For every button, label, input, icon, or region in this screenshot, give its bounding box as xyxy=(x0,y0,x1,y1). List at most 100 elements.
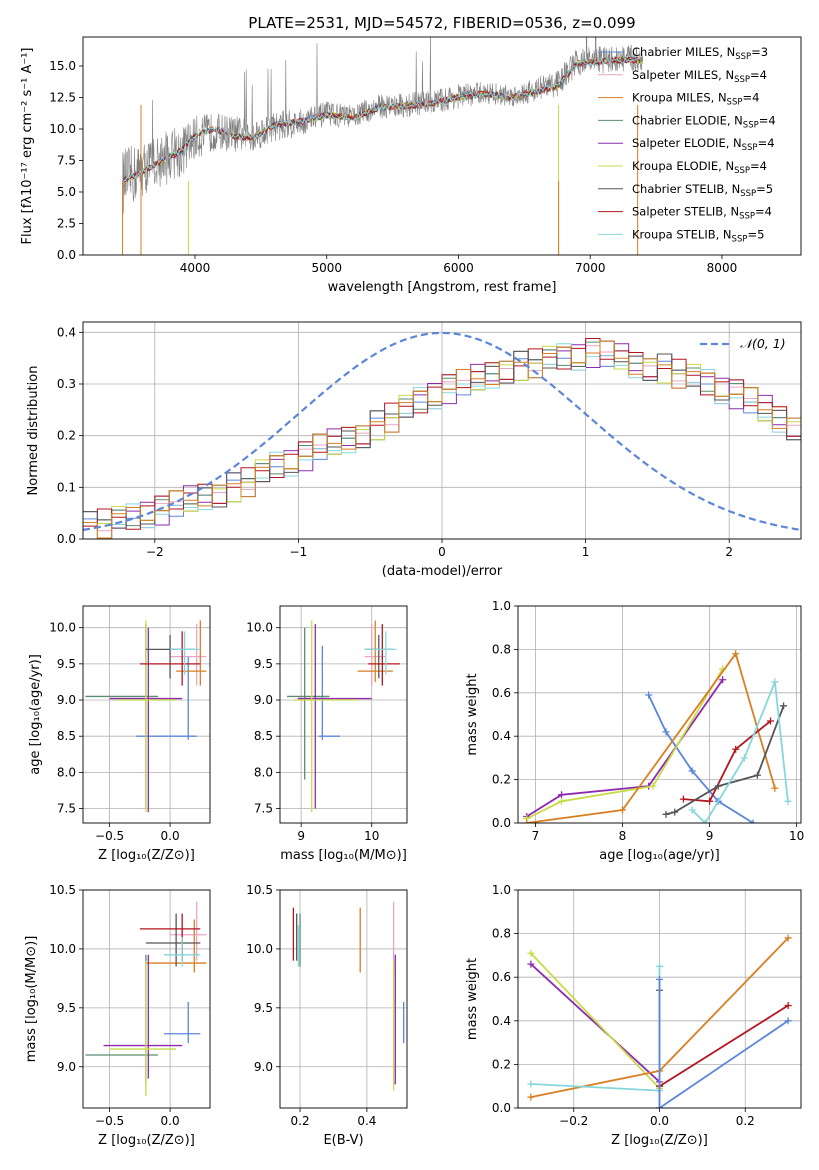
series-line-5 xyxy=(659,1004,789,1087)
y-tick-label: 9.0 xyxy=(254,693,273,707)
mass-weight-lines xyxy=(523,650,792,823)
errorbars xyxy=(292,901,405,1091)
y-tick-label: 10.0 xyxy=(246,621,273,635)
x-tick-label: −1 xyxy=(290,545,308,559)
y-tick-label: 9.0 xyxy=(57,1060,76,1074)
y-tick-label: 9.5 xyxy=(254,657,273,671)
model-line-2 xyxy=(122,56,643,184)
axes-frame xyxy=(279,889,408,1109)
legend-label-1: Chabrier MILES, NSSP=3 xyxy=(632,45,768,62)
y-axis-label: Normed distribution xyxy=(26,366,41,496)
series-line-3 xyxy=(530,952,661,1090)
histogram-7 xyxy=(83,340,801,529)
series-marker-1 xyxy=(784,1017,792,1025)
x-tick-label: 5000 xyxy=(311,261,342,275)
series-marker-6 xyxy=(527,1080,535,1088)
x-axis-label: mass [log₁₀(M/M⊙)] xyxy=(280,848,407,863)
y-tick-label: 9.5 xyxy=(254,1001,273,1015)
ticks: 9 10 7.5 8.0 8.5 9.0 9.5 10.0 xyxy=(246,621,379,843)
observed-flux-line xyxy=(122,37,643,214)
errorbars xyxy=(85,901,207,1097)
series-marker-5 xyxy=(767,717,775,725)
histogram-6 xyxy=(96,340,801,539)
y-tick-label: 10.5 xyxy=(246,883,273,897)
series-marker-7 xyxy=(784,797,792,805)
errorbars xyxy=(287,620,400,813)
x-tick-label: 8 xyxy=(619,829,627,843)
legend-label-9: Kroupa STELIB, NSSP=5 xyxy=(632,227,764,244)
y-tick-label: 0.2 xyxy=(492,773,511,787)
series-line-1 xyxy=(658,1020,789,1108)
age-vs-mass-panel: 9 10 7.5 8.0 8.5 9.0 9.5 10.0 mass [log₁₀(M/M⊙)] xyxy=(246,605,408,863)
x-tick-label: 0.0 xyxy=(161,829,180,843)
y-tick-label: 9.5 xyxy=(57,657,76,671)
figure-title: PLATE=2531, MJD=54572, FIBERID=0536, z=0… xyxy=(248,14,635,32)
y-tick-label: 10.0 xyxy=(49,621,76,635)
x-tick-label: −0.5 xyxy=(95,1114,124,1128)
grid xyxy=(280,606,407,823)
series-marker-2 xyxy=(719,676,727,684)
y-tick-label: 10.0 xyxy=(49,942,76,956)
legend-label-2: Salpeter MILES, NSSP=4 xyxy=(632,68,767,85)
y-tick-label: 8.0 xyxy=(254,765,273,779)
y-tick-label: 0.2 xyxy=(492,1057,511,1071)
series-line-4 xyxy=(526,651,776,823)
y-tick-label: 9.0 xyxy=(57,693,76,707)
y-tick-label: 10.0 xyxy=(246,942,273,956)
x-axis-label: wavelength [Angstrom, rest frame] xyxy=(328,280,557,295)
mass-weight-vs-metallicity-panel: −0.2 0.0 0.2 0.0 0.2 0.4 0.6 0.8 1.0 Z [log₁₀(Z/Z… xyxy=(465,883,802,1148)
series-line-3 xyxy=(526,668,724,820)
series-marker-7 xyxy=(740,754,748,762)
series-marker-5 xyxy=(784,1002,792,1010)
ticks: −0.2 0.0 0.2 0.0 0.2 0.4 0.6 0.8 1.0 xyxy=(492,883,755,1128)
grid xyxy=(280,889,407,1108)
histogram-1 xyxy=(83,338,801,539)
ticks: 7 8 9 10 0.0 0.2 0.4 0.6 0.8 1.0 xyxy=(492,599,804,843)
legend-label-3: Kroupa MILES, NSSP=4 xyxy=(632,91,759,108)
model-spectra xyxy=(122,55,644,255)
spectrum-legend: Chabrier MILES, NSSP=3 Salpeter MILES, NS… xyxy=(598,45,776,244)
series-marker-6 xyxy=(780,702,788,710)
y-axis-label: age [log₁₀(age/yr)] xyxy=(28,654,43,775)
y-tick-label: 7.5 xyxy=(57,153,76,167)
x-tick-label: −0.5 xyxy=(95,829,124,843)
legend-label-6: Kroupa ELODIE, NSSP=4 xyxy=(632,159,767,176)
series-line-5 xyxy=(683,720,772,803)
series-marker-4 xyxy=(784,934,792,942)
x-tick-label: 1 xyxy=(582,545,590,559)
series-marker-5 xyxy=(732,745,740,753)
legend-label-normal: 𝒩(0, 1) xyxy=(740,336,786,351)
x-tick-label: 0.4 xyxy=(357,1114,376,1128)
y-tick-label: 8.0 xyxy=(57,765,76,779)
series-marker-7 xyxy=(771,678,779,686)
ticks: 0.2 0.4 9.0 9.5 10.0 10.5 xyxy=(246,883,376,1128)
series-marker-6 xyxy=(662,810,670,818)
x-tick-label: 0.2 xyxy=(291,1114,310,1128)
series-marker-2 xyxy=(558,791,566,799)
y-tick-label: 1.0 xyxy=(492,599,511,613)
spectrum-panel: 4000 5000 6000 7000 8000 0.0 2.5 5.0 7.5 10.0 12.5… xyxy=(20,36,802,295)
y-tick-label: 0.3 xyxy=(57,377,76,391)
legend-label-7: Chabrier STELIB, NSSP=5 xyxy=(632,182,773,199)
ticks: 4000 5000 6000 7000 8000 0.0 2.5 5.0 7.5 10.0 12.5… xyxy=(49,59,737,275)
model-line-9 xyxy=(122,56,643,184)
axes-frame xyxy=(82,321,802,540)
x-tick-label: 7000 xyxy=(575,261,606,275)
model-line-8 xyxy=(122,56,643,184)
series-marker-8 xyxy=(656,962,663,970)
y-tick-label: 12.5 xyxy=(49,90,76,104)
x-tick-label: 0 xyxy=(438,545,446,559)
series-marker-4 xyxy=(523,819,531,823)
histogram-3 xyxy=(83,340,801,539)
y-tick-label: 0.8 xyxy=(492,927,511,941)
series-marker-2 xyxy=(527,960,535,968)
x-tick-label: 2 xyxy=(725,545,733,559)
y-tick-label: 8.5 xyxy=(254,729,273,743)
x-axis-label: (data-model)/error xyxy=(382,564,503,579)
ticks: −0.5 0.0 7.5 8.0 8.5 9.0 9.5 10.0 xyxy=(49,621,179,843)
observed-spectrum xyxy=(122,37,643,214)
mass-vs-metallicity-panel: −0.5 0.0 9.0 9.5 10.0 10.5 Z [log₁₀(Z/Z⊙)] mass… xyxy=(24,883,211,1148)
series-marker-5 xyxy=(706,797,714,805)
ticks: −0.5 0.0 9.0 9.5 10.0 10.5 xyxy=(49,883,179,1128)
x-tick-label: 10 xyxy=(364,829,379,843)
